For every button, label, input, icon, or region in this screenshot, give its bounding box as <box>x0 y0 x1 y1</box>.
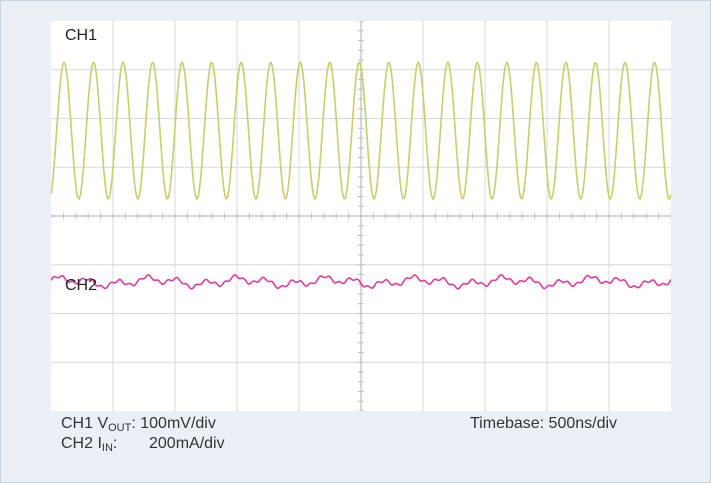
ch2-caption: CH2 IIN: <box>61 435 118 454</box>
oscilloscope-plot <box>51 21 671 411</box>
ch1-label: CH1 <box>65 27 98 44</box>
traces <box>51 60 671 290</box>
ch1-caption-sub: OUT <box>108 422 132 434</box>
ch2-caption-colon: : <box>112 435 118 452</box>
ch1-caption: CH1 VOUT: 100mV/div <box>61 415 216 434</box>
ch1-caption-value: : 100mV/div <box>131 415 216 432</box>
ch1-trace <box>51 60 671 201</box>
ch2-label: CH2 <box>65 277 98 294</box>
ch2-trace <box>51 273 671 290</box>
ch1-caption-prefix: CH1 V <box>61 415 109 432</box>
ch2-caption-sub: IN <box>101 442 113 454</box>
timebase-caption: Timebase: 500ns/div <box>470 415 618 432</box>
ch2-caption-scale: 200mA/div <box>149 435 225 452</box>
oscilloscope-screen: CH1 CH2 <box>51 21 671 411</box>
grid <box>51 21 671 411</box>
ch2-caption-prefix: CH2 I <box>61 435 102 452</box>
